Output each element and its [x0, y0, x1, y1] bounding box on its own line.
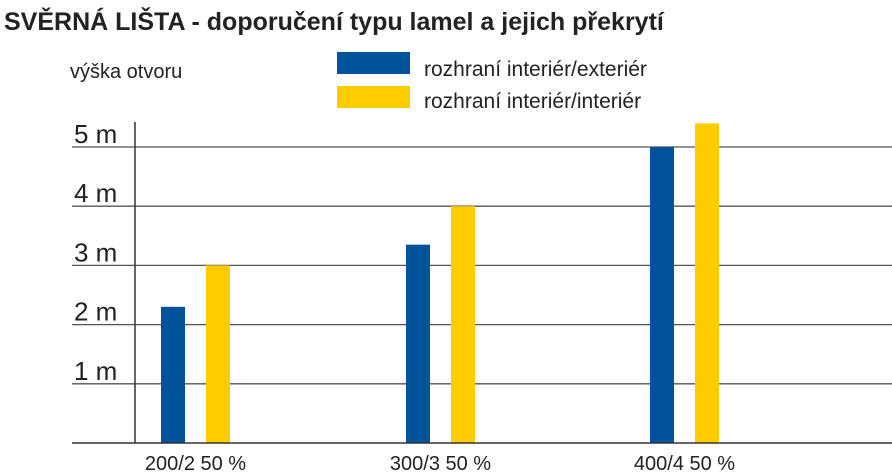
- y-tick-label: 4 m: [74, 178, 117, 208]
- bar-series-1-2: [406, 244, 430, 443]
- x-category-label: 200/2 50 %: [145, 453, 246, 475]
- x-axis-categories: 200/2 50 % 300/3 50 % 400/4 50 %: [145, 453, 735, 475]
- legend-swatch-1: [337, 52, 410, 74]
- bar-series-2-1: [206, 265, 230, 443]
- y-tick-label: 1 m: [74, 356, 117, 386]
- bar-series-1-3: [650, 147, 674, 443]
- y-tick-label: 2 m: [74, 297, 117, 327]
- y-axis-label: výška otvoru: [70, 61, 182, 83]
- bars: [161, 123, 719, 443]
- legend-label-1: rozhraní interiér/exteriér: [424, 58, 647, 81]
- bar-series-2-3: [695, 123, 719, 443]
- legend: rozhraní interiér/exteriér rozhraní inter…: [337, 52, 647, 113]
- legend-swatch-2: [337, 86, 410, 108]
- x-category-label: 400/4 50 %: [634, 453, 735, 475]
- y-tick-label: 3 m: [74, 237, 117, 267]
- chart-title: SVĚRNÁ LIŠTA - doporučení typu lamel a j…: [4, 6, 665, 36]
- legend-label-2: rozhraní interiér/interiér: [424, 90, 641, 113]
- gridlines: [72, 146, 892, 385]
- bar-series-2-2: [451, 206, 475, 443]
- bar-series-1-1: [161, 306, 185, 443]
- x-category-label: 300/3 50 %: [390, 453, 491, 475]
- y-axis-ticks: 1 m 2 m 3 m 4 m 5 m: [74, 119, 117, 386]
- y-tick-label: 5 m: [74, 119, 117, 149]
